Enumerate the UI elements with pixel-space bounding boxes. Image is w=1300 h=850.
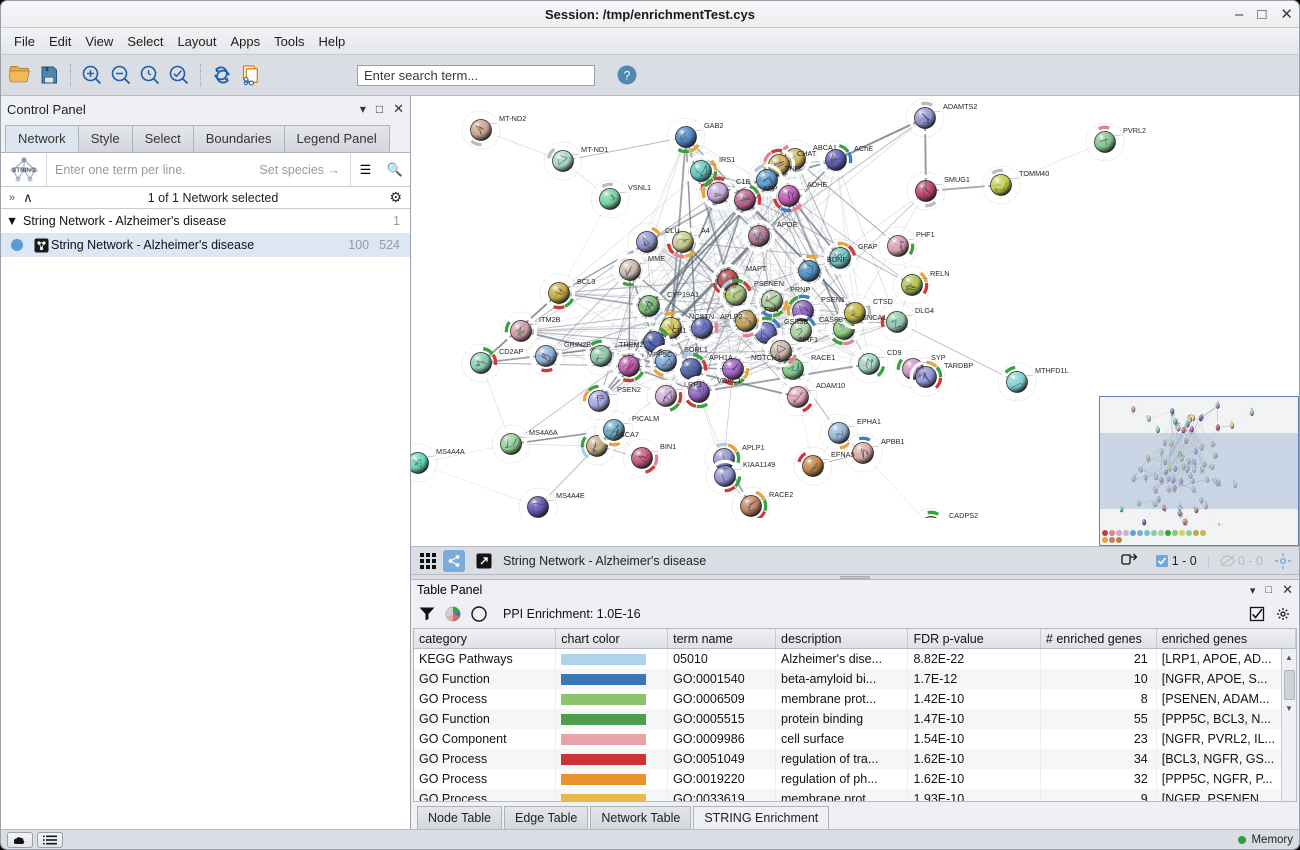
svg-text:PVRL2: PVRL2: [1123, 126, 1146, 135]
svg-text:MS4A4A: MS4A4A: [436, 447, 465, 456]
svg-text:TOMM40: TOMM40: [1019, 169, 1049, 178]
svg-text:RACE2: RACE2: [769, 490, 793, 499]
svg-text:NOTCH1: NOTCH1: [751, 353, 781, 362]
svg-text:CTSD: CTSD: [873, 297, 893, 306]
svg-text:CHAT: CHAT: [797, 149, 817, 158]
svg-text:NRF1: NRF1: [799, 335, 818, 344]
svg-text:LRP1: LRP1: [684, 380, 702, 389]
svg-text:CD9: CD9: [887, 348, 902, 357]
svg-text:MME: MME: [648, 254, 665, 263]
svg-text:VDAC1: VDAC1: [717, 376, 741, 385]
svg-text:RACE1: RACE1: [811, 353, 835, 362]
svg-text:ADAMTS2: ADAMTS2: [943, 102, 977, 111]
svg-text:NCSTN: NCSTN: [689, 312, 714, 321]
svg-text:APLP2: APLP2: [720, 312, 743, 321]
svg-text:SNCA1: SNCA1: [862, 313, 886, 322]
svg-text:CYP19A1: CYP19A1: [667, 290, 699, 299]
svg-text:MS4A6A: MS4A6A: [529, 428, 558, 437]
svg-text:MS4A4E: MS4A4E: [556, 491, 585, 500]
svg-text:RELN: RELN: [930, 269, 949, 278]
svg-text:PICALM: PICALM: [632, 414, 659, 423]
svg-text:CADPS2: CADPS2: [949, 511, 978, 518]
svg-text:ADAM10: ADAM10: [816, 381, 845, 390]
svg-text:EFNA5: EFNA5: [831, 450, 855, 459]
svg-text:BCL3: BCL3: [577, 277, 595, 286]
svg-text:IRS1: IRS1: [719, 155, 735, 164]
svg-text:A4: A4: [701, 226, 710, 235]
svg-text:CD2AP: CD2AP: [499, 347, 523, 356]
svg-text:GAB2: GAB2: [704, 121, 723, 130]
svg-text:CLU: CLU: [665, 226, 680, 235]
svg-text:ABCA1: ABCA1: [813, 143, 837, 152]
svg-text:ABCA7: ABCA7: [615, 430, 639, 439]
svg-text:ITM2B: ITM2B: [539, 315, 561, 324]
svg-text:APBB1: APBB1: [881, 437, 905, 446]
svg-text:MT-ND2: MT-ND2: [499, 114, 526, 123]
svg-text:SORL1: SORL1: [684, 345, 708, 354]
svg-text:TNF: TNF: [785, 164, 800, 173]
svg-text:MT-ND1: MT-ND1: [581, 145, 608, 154]
svg-text:APOE: APOE: [777, 220, 797, 229]
svg-text:TARDBP: TARDBP: [944, 361, 973, 370]
svg-text:MAPT: MAPT: [746, 264, 767, 273]
svg-text:DLG4: DLG4: [915, 306, 934, 315]
svg-text:APLP1: APLP1: [742, 443, 765, 452]
svg-text:APH1A: APH1A: [709, 353, 733, 362]
svg-text:SMUG1: SMUG1: [944, 175, 970, 184]
svg-text:MTHFD1L: MTHFD1L: [1035, 366, 1069, 375]
svg-text:PSENEN: PSENEN: [754, 279, 784, 288]
svg-text:CASP3: CASP3: [819, 315, 843, 324]
svg-text:ADHE: ADHE: [807, 180, 827, 189]
svg-text:STRING: STRING: [12, 167, 36, 174]
svg-text:BIN1: BIN1: [660, 442, 676, 451]
svg-text:PRNP: PRNP: [790, 285, 810, 294]
svg-text:CR1: CR1: [672, 326, 687, 335]
svg-text:BDNF: BDNF: [827, 255, 847, 264]
svg-text:PHF1: PHF1: [916, 230, 935, 239]
svg-text:MPP5C: MPP5C: [647, 350, 672, 359]
svg-text:TREM2: TREM2: [619, 340, 644, 349]
svg-text:KIAA1149: KIAA1149: [743, 460, 775, 469]
svg-text:EPHA1: EPHA1: [857, 417, 881, 426]
svg-text:GSK3B: GSK3B: [784, 317, 808, 326]
svg-text:GRIN2B: GRIN2B: [564, 340, 591, 349]
svg-text:C1B: C1B: [736, 177, 750, 186]
svg-text:AChE: AChE: [854, 144, 873, 153]
svg-text:VSNL1: VSNL1: [628, 183, 651, 192]
svg-text:?: ?: [624, 69, 631, 83]
svg-text:PSEN2: PSEN2: [617, 385, 641, 394]
svg-text:PSEN1: PSEN1: [821, 295, 845, 304]
svg-text:APP: APP: [763, 184, 778, 193]
svg-text:FYN: FYN: [764, 305, 779, 314]
svg-text:GFAP: GFAP: [858, 242, 878, 251]
